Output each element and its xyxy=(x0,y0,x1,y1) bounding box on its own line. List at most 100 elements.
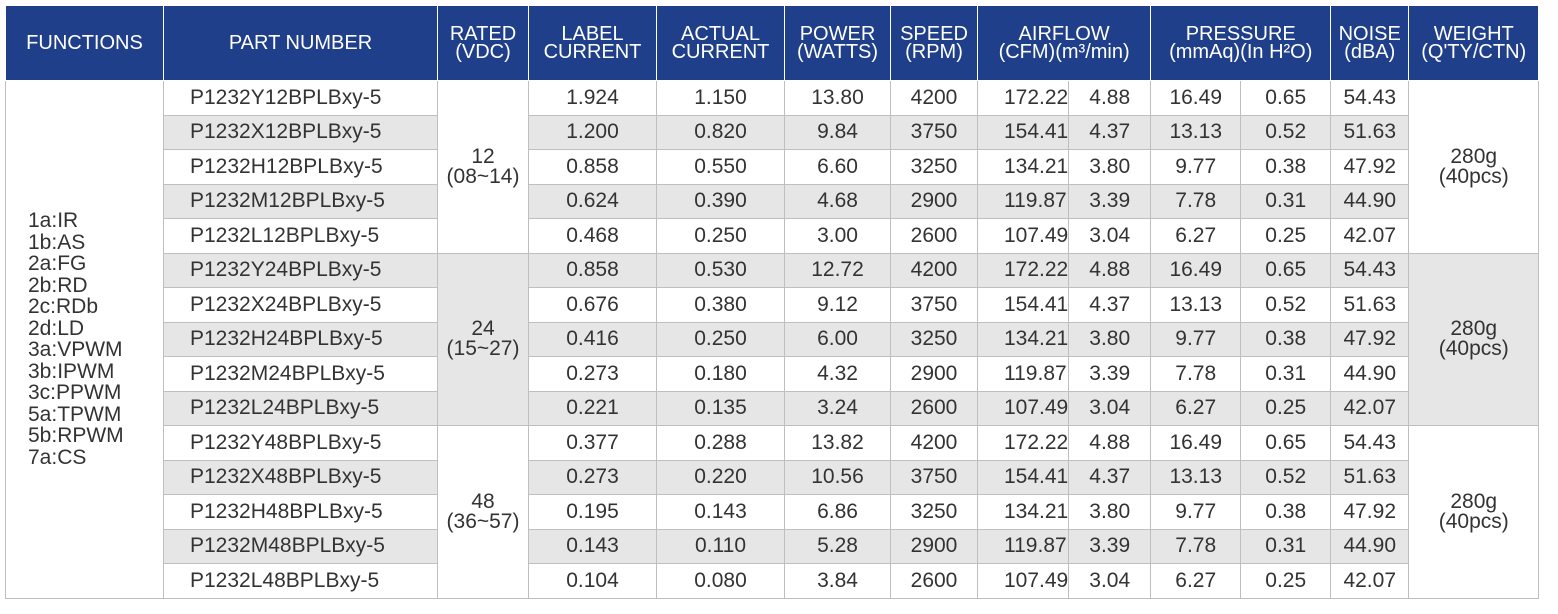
part-number-cell: P1232L12BPLBxy-5 xyxy=(163,218,438,254)
line-0: ACTUAL xyxy=(681,23,760,45)
table-row: P1232L12BPLBxy-5 0.468 0.250 3.00 2600 107.49… xyxy=(6,218,1539,254)
pressure-inh2o-cell: 0.31 xyxy=(1240,183,1332,219)
label-current-cell: 0.858 xyxy=(528,149,657,185)
line-0: AIRFLOW xyxy=(1018,23,1110,45)
speed-cell: 2600 xyxy=(890,390,978,426)
airflow-m3-cell: 3.39 xyxy=(1068,528,1152,564)
actual-current-cell: 0.143 xyxy=(656,494,785,530)
table-row: P1232M12BPLBxy-5 0.624 0.390 4.68 2900 119.87… xyxy=(6,183,1539,219)
speed-cell: 4200 xyxy=(890,80,978,116)
line-0: SPEED xyxy=(900,23,968,45)
power-cell: 4.68 xyxy=(784,183,891,219)
noise-cell: 47.92 xyxy=(1330,494,1410,530)
airflow-cfm-cell: 119.87 xyxy=(976,528,1070,564)
label-current-cell: 0.468 xyxy=(528,218,657,254)
speed-cell: 2600 xyxy=(890,563,978,599)
line-0: FUNCTIONS xyxy=(26,32,143,54)
header-row: FUNCTIONS PART NUMBER RATED (VDC) LABEL CU… xyxy=(5,5,1540,81)
line-0: PART NUMBER xyxy=(228,32,373,54)
airflow-m3-cell: 4.88 xyxy=(1068,80,1152,116)
label-current-cell: 0.273 xyxy=(528,356,657,392)
pressure-mmaq-cell: 7.78 xyxy=(1150,183,1242,219)
noise-cell: 42.07 xyxy=(1330,218,1410,254)
pressure-mmaq-cell: 16.49 xyxy=(1150,80,1242,116)
speed-cell: 3250 xyxy=(890,494,978,530)
noise-cell: 44.90 xyxy=(1330,183,1410,219)
function-item: 1a:IR xyxy=(28,209,79,233)
noise-cell: 44.90 xyxy=(1330,528,1410,564)
weight-cell: 280g (40pcs) xyxy=(1408,80,1540,254)
header-speed: SPEED (RPM) xyxy=(890,5,978,81)
power-cell: 12.72 xyxy=(784,252,891,288)
function-item: 2a:FG xyxy=(28,252,87,276)
label-current-cell: 0.377 xyxy=(528,425,657,461)
actual-current-cell: 0.250 xyxy=(656,321,785,357)
functions-list: 1a:IR 1b:AS 2a:FG 2b:RD 2c:RDb 2d:LD 3a:VPWM 3b… xyxy=(5,80,164,599)
rated-line: 12 xyxy=(471,144,495,168)
part-number-cell: P1232Y12BPLBxy-5 xyxy=(163,80,438,116)
line-1: CURRENT xyxy=(671,41,770,63)
part-number-cell: P1232L48BPLBxy-5 xyxy=(163,563,438,599)
airflow-m3-cell: 3.04 xyxy=(1068,218,1152,254)
label-current-cell: 0.221 xyxy=(528,390,657,426)
noise-cell: 51.63 xyxy=(1330,114,1410,150)
noise-cell: 51.63 xyxy=(1330,459,1410,495)
actual-current-cell: 0.820 xyxy=(656,114,785,150)
pressure-inh2o-cell: 0.65 xyxy=(1240,80,1332,116)
weight-line: 280g xyxy=(1450,144,1498,168)
airflow-m3-cell: 4.88 xyxy=(1068,425,1152,461)
rated-voltage-cell: 48 (36~57) xyxy=(437,425,529,599)
pressure-inh2o-cell: 0.52 xyxy=(1240,459,1332,495)
noise-cell: 42.07 xyxy=(1330,563,1410,599)
airflow-cfm-cell: 172.22 xyxy=(976,80,1070,116)
part-number-cell: P1232H48BPLBxy-5 xyxy=(163,494,438,530)
function-item: 3a:VPWM xyxy=(28,338,123,362)
line-0: NOISE xyxy=(1338,23,1401,45)
power-cell: 10.56 xyxy=(784,459,891,495)
pressure-inh2o-cell: 0.25 xyxy=(1240,218,1332,254)
pressure-inh2o-cell: 0.52 xyxy=(1240,114,1332,150)
weight-line: (40pcs) xyxy=(1438,164,1509,188)
power-cell: 6.00 xyxy=(784,321,891,357)
airflow-m3-cell: 3.04 xyxy=(1068,390,1152,426)
line-0: RATED xyxy=(449,23,517,45)
speed-cell: 3250 xyxy=(890,321,978,357)
actual-current-cell: 0.135 xyxy=(656,390,785,426)
pressure-mmaq-cell: 16.49 xyxy=(1150,425,1242,461)
speed-cell: 2900 xyxy=(890,183,978,219)
label-current-cell: 0.143 xyxy=(528,528,657,564)
noise-cell: 47.92 xyxy=(1330,321,1410,357)
line-0: WEIGHT xyxy=(1433,23,1514,45)
header-noise: NOISE (dBA) xyxy=(1330,5,1410,81)
pressure-mmaq-cell: 6.27 xyxy=(1150,390,1242,426)
table-row: P1232X12BPLBxy-5 1.200 0.820 9.84 3750 154.41… xyxy=(6,114,1539,150)
airflow-cfm-cell: 154.41 xyxy=(976,459,1070,495)
pressure-mmaq-cell: 9.77 xyxy=(1150,494,1242,530)
speed-cell: 3750 xyxy=(890,459,978,495)
actual-current-cell: 0.080 xyxy=(656,563,785,599)
pressure-inh2o-cell: 0.65 xyxy=(1240,252,1332,288)
header-rated: RATED (VDC) xyxy=(437,5,529,81)
table-row: P1232L48BPLBxy-5 0.104 0.080 3.84 2600 107.49… xyxy=(6,563,1539,599)
pressure-inh2o-cell: 0.65 xyxy=(1240,425,1332,461)
airflow-cfm-cell: 134.21 xyxy=(976,149,1070,185)
speed-cell: 2900 xyxy=(890,356,978,392)
table-row: P1232Y48BPLBxy-5 48 (36~57) 0.377 0.288 13.82… xyxy=(6,425,1540,599)
function-item: 3c:PPWM xyxy=(28,381,122,405)
table-row: P1232L24BPLBxy-5 0.221 0.135 3.24 2600 107.49… xyxy=(6,390,1539,426)
spec-table-body: 1a:IR 1b:AS 2a:FG 2b:RD 2c:RDb 2d:LD 3a:VPWM 3b… xyxy=(5,80,1540,599)
power-cell: 9.12 xyxy=(784,287,891,323)
airflow-cfm-cell: 134.21 xyxy=(976,321,1070,357)
label-current-cell: 0.273 xyxy=(528,459,657,495)
function-item: 2d:LD xyxy=(28,316,85,340)
pressure-inh2o-cell: 0.25 xyxy=(1240,563,1332,599)
part-number-cell: P1232M48BPLBxy-5 xyxy=(163,528,438,564)
table-row: P1232X24BPLBxy-5 0.676 0.380 9.12 3750 154.41… xyxy=(6,287,1539,323)
pressure-inh2o-cell: 0.31 xyxy=(1240,356,1332,392)
line-1: CURRENT xyxy=(543,41,642,63)
noise-cell: 54.43 xyxy=(1330,252,1410,288)
pressure-mmaq-cell: 7.78 xyxy=(1150,356,1242,392)
part-number-cell: P1232X24BPLBxy-5 xyxy=(163,287,438,323)
airflow-cfm-cell: 107.49 xyxy=(976,390,1070,426)
power-cell: 5.28 xyxy=(784,528,891,564)
